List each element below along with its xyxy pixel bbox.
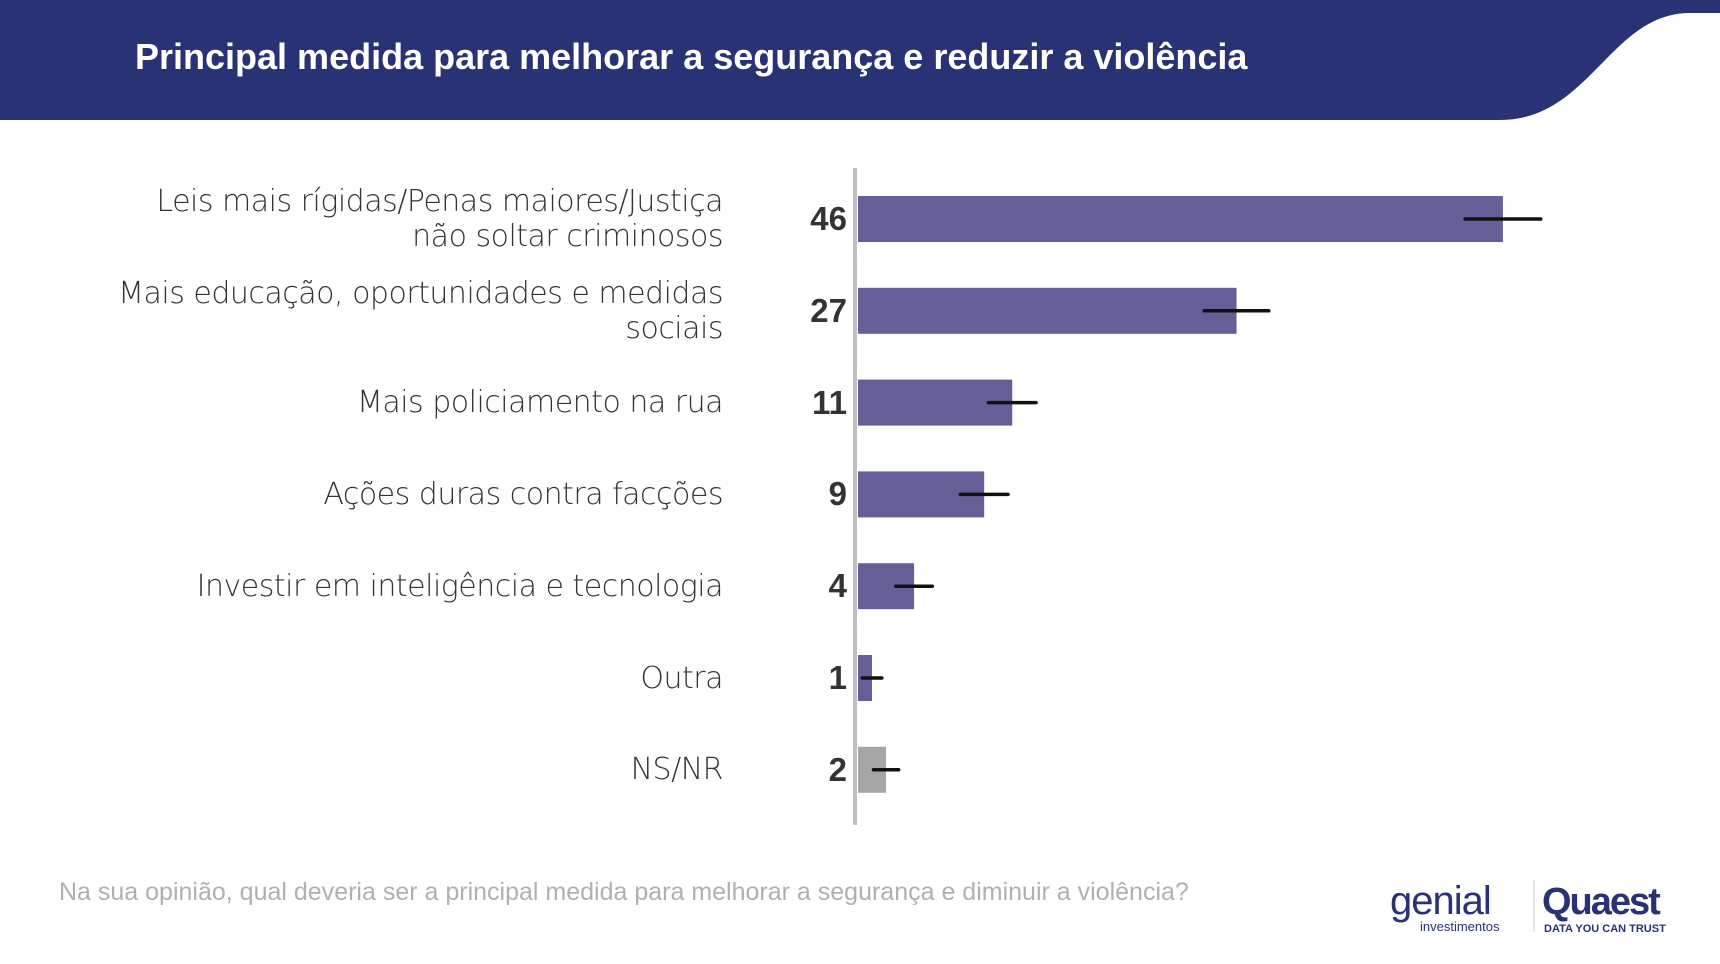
value-label: 46	[810, 200, 847, 237]
category-label: Investir em inteligência e tecnologia	[196, 568, 724, 604]
category-label: Mais educação, oportunidades e medidas so…	[118, 276, 723, 346]
header-banner	[0, 0, 1720, 120]
value-label: 1	[828, 659, 847, 696]
bar	[858, 379, 1013, 426]
bar	[858, 196, 1503, 242]
value-label: 2	[828, 750, 847, 788]
genial-logo: genial	[1390, 879, 1491, 923]
category-label-line: NS/NR	[630, 752, 724, 788]
category-label: Outra	[640, 661, 723, 696]
logos: genial investimentos Quaest DATA YOU CAN…	[1390, 879, 1666, 935]
category-label-line: Ações duras contra facções	[323, 476, 723, 512]
category-label-line: Mais policiamento na rua	[356, 385, 724, 421]
value-label: 27	[810, 291, 847, 329]
value-label: 4	[828, 567, 847, 605]
category-label-line: Outra	[640, 660, 723, 696]
category-label-line: sociais	[625, 310, 723, 346]
survey-question: Na sua opinião, qual deveria ser a princ…	[59, 878, 1189, 906]
category-label-line: Mais educação, oportunidades e medidas	[118, 275, 723, 311]
category-label: NS/NR	[630, 752, 724, 788]
value-label: 11	[812, 383, 847, 421]
value-label: 9	[828, 475, 847, 513]
category-label-line: não soltar criminosos	[412, 219, 723, 254]
header-shape	[0, 0, 1720, 120]
bar	[858, 287, 1237, 334]
quaest-logo-sub: DATA YOU CAN TRUST	[1544, 923, 1666, 935]
quaest-logo: Quaest	[1542, 881, 1661, 923]
page-title: Principal medida para melhorar a seguran…	[135, 36, 1248, 77]
category-label-line: Leis mais rígidas/Penas maiores/Justiça	[156, 184, 723, 219]
genial-logo-sub: investimentos	[1420, 919, 1500, 934]
category-label: Mais policiamento na rua	[356, 385, 724, 421]
category-label: Ações duras contra facções	[323, 477, 723, 512]
category-label-line: Investir em inteligência e tecnologia	[196, 568, 724, 604]
category-label: Leis mais rígidas/Penas maiores/Justiça n…	[156, 184, 723, 254]
